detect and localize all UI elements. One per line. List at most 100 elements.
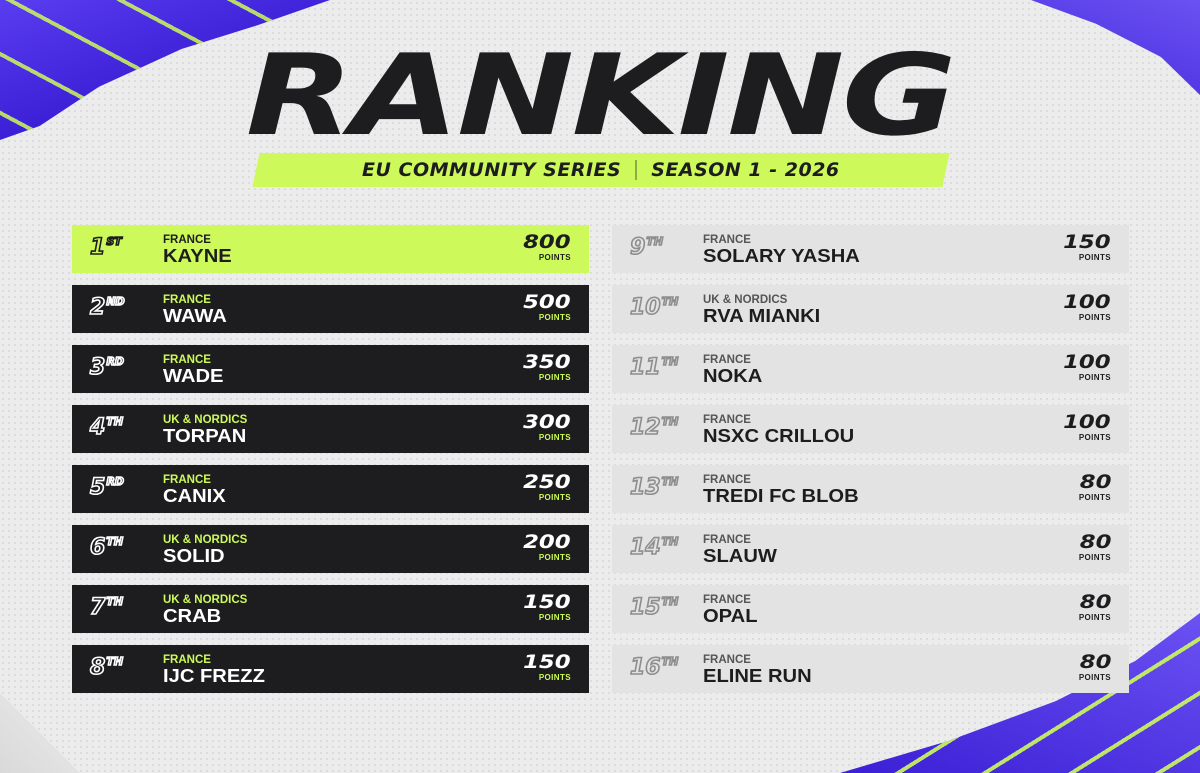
player-region: FRANCE xyxy=(703,354,751,366)
points-value: 80 xyxy=(1079,591,1111,613)
points-label: POINTS xyxy=(538,433,571,442)
points-label: POINTS xyxy=(538,253,571,262)
rank-suffix: TH xyxy=(661,654,679,669)
player-name: KAYNE xyxy=(163,246,232,266)
ranking-row: 1ST FRANCE KAYNE 800 POINTS xyxy=(72,225,589,273)
points-label: POINTS xyxy=(1078,313,1111,322)
rank-number: 8 xyxy=(89,654,106,681)
points-value: 500 xyxy=(523,291,571,313)
points-label: POINTS xyxy=(538,553,571,562)
rank-number: 4 xyxy=(89,414,106,441)
rank-number: 15 xyxy=(629,594,661,621)
player-name: IJC FREZZ xyxy=(163,666,265,686)
points-label: POINTS xyxy=(1078,613,1111,622)
page-title: RANKING xyxy=(245,31,957,161)
ranking-row: 5RD FRANCE CANIX 250 POINTS xyxy=(72,465,589,513)
points-value: 80 xyxy=(1079,651,1111,673)
rank-label: 6TH xyxy=(89,533,124,563)
points-value: 150 xyxy=(1063,231,1111,253)
subtitle-banner: EU COMMUNITY SERIES SEASON 1 - 2026 xyxy=(252,153,950,187)
series-name: EU COMMUNITY SERIES xyxy=(362,159,622,181)
rank-number: 14 xyxy=(629,534,661,561)
ranking-row: 11TH FRANCE NOKA 100 POINTS xyxy=(612,345,1129,393)
ranking-row: 2ND FRANCE WAWA 500 POINTS xyxy=(72,285,589,333)
player-region: FRANCE xyxy=(163,294,211,306)
ranking-row: 10TH UK & NORDICS RVA MIANKI 100 POINTS xyxy=(612,285,1129,333)
rank-label: 3RD xyxy=(89,353,125,383)
rank-label: 15TH xyxy=(629,593,679,623)
points-label: POINTS xyxy=(1078,373,1111,382)
season-name: SEASON 1 - 2026 xyxy=(651,159,840,181)
rank-label: 13TH xyxy=(629,473,679,503)
player-name: CANIX xyxy=(163,486,226,506)
points-label: POINTS xyxy=(1078,493,1111,502)
player-region: FRANCE xyxy=(163,474,211,486)
ranking-column-right: 9TH FRANCE SOLARY YASHA 150 POINTS 10TH UK & N… xyxy=(612,225,1129,705)
player-name: RVA MIANKI xyxy=(703,306,821,326)
rank-suffix: TH xyxy=(661,534,679,549)
points-label: POINTS xyxy=(538,613,571,622)
points-value: 150 xyxy=(523,591,571,613)
rank-label: 7TH xyxy=(89,593,124,623)
player-region: FRANCE xyxy=(163,654,211,666)
player-region: FRANCE xyxy=(163,354,211,366)
rank-suffix: RD xyxy=(106,474,125,489)
player-region: FRANCE xyxy=(163,234,211,246)
ranking-row: 12TH FRANCE NSXC CRILLOU 100 POINTS xyxy=(612,405,1129,453)
ranking-row: 15TH FRANCE OPAL 80 POINTS xyxy=(612,585,1129,633)
rank-label: 5RD xyxy=(89,473,125,503)
points-value: 300 xyxy=(523,411,571,433)
rank-suffix: TH xyxy=(106,534,124,549)
rank-label: 1ST xyxy=(89,233,122,263)
rank-suffix: TH xyxy=(106,654,124,669)
rank-suffix: TH xyxy=(661,594,679,609)
rank-number: 5 xyxy=(89,474,106,501)
rank-label: 4TH xyxy=(89,413,124,443)
ranking-row: 7TH UK & NORDICS CRAB 150 POINTS xyxy=(72,585,589,633)
rank-suffix: TH xyxy=(661,474,679,489)
player-name: SLAUW xyxy=(703,546,777,566)
rank-label: 8TH xyxy=(89,653,124,683)
rank-label: 2ND xyxy=(89,293,125,323)
rank-suffix: TH xyxy=(661,294,679,309)
rank-suffix: TH xyxy=(646,234,664,249)
points-value: 100 xyxy=(1063,411,1111,433)
points-label: POINTS xyxy=(1078,553,1111,562)
points-label: POINTS xyxy=(538,313,571,322)
rank-suffix: TH xyxy=(661,354,679,369)
rank-number: 10 xyxy=(629,294,661,321)
player-region: FRANCE xyxy=(703,654,751,666)
points-label: POINTS xyxy=(1078,673,1111,682)
ranking-column-left: 1ST FRANCE KAYNE 800 POINTS 2ND FRANCE WAWA 500 P… xyxy=(72,225,589,705)
rank-number: 9 xyxy=(629,234,646,261)
player-name: SOLARY YASHA xyxy=(703,246,860,266)
rank-label: 10TH xyxy=(629,293,679,323)
points-value: 200 xyxy=(523,531,571,553)
points-value: 800 xyxy=(523,231,571,253)
rank-number: 16 xyxy=(629,654,661,681)
player-region: UK & NORDICS xyxy=(163,594,248,606)
player-name: WADE xyxy=(163,366,224,386)
player-name: NSXC CRILLOU xyxy=(703,426,855,446)
ranking-row: 14TH FRANCE SLAUW 80 POINTS xyxy=(612,525,1129,573)
points-value: 150 xyxy=(523,651,571,673)
rank-number: 12 xyxy=(629,414,661,441)
points-value: 80 xyxy=(1079,531,1111,553)
player-name: OPAL xyxy=(703,606,758,626)
rank-suffix: ND xyxy=(105,294,125,309)
player-name: TORPAN xyxy=(163,426,247,446)
rank-suffix: TH xyxy=(106,414,124,429)
rank-number: 3 xyxy=(89,354,106,381)
rank-label: 14TH xyxy=(629,533,679,563)
points-value: 80 xyxy=(1079,471,1111,493)
player-name: CRAB xyxy=(163,606,222,626)
ranking-row: 6TH UK & NORDICS SOLID 200 POINTS xyxy=(72,525,589,573)
points-label: POINTS xyxy=(1078,253,1111,262)
rank-suffix: TH xyxy=(661,414,679,429)
rank-label: 11TH xyxy=(629,353,679,383)
points-value: 350 xyxy=(523,351,571,373)
player-name: WAWA xyxy=(163,306,227,326)
points-value: 250 xyxy=(523,471,571,493)
points-label: POINTS xyxy=(538,493,571,502)
ranking-row: 9TH FRANCE SOLARY YASHA 150 POINTS xyxy=(612,225,1129,273)
